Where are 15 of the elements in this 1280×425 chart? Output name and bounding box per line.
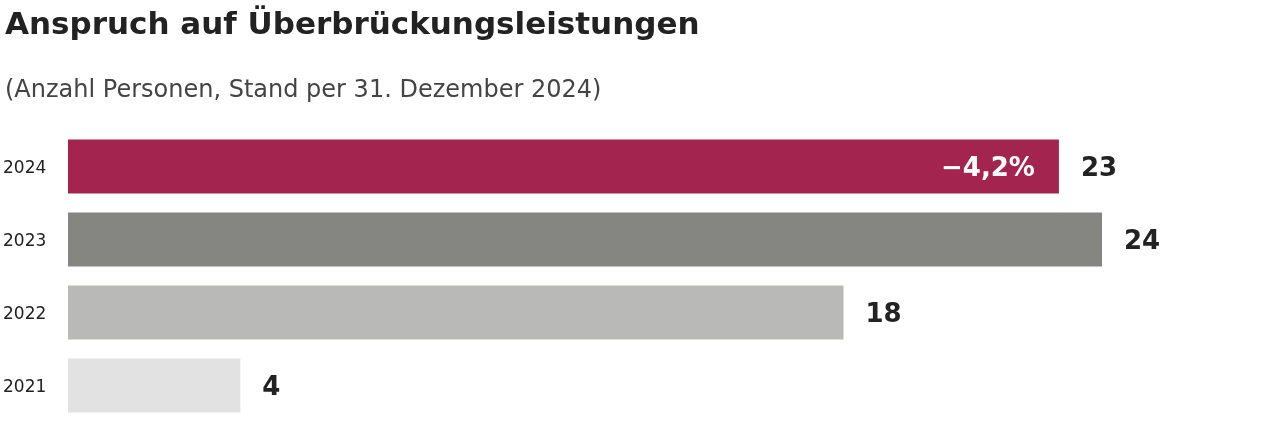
y-tick-label: 2021 bbox=[3, 375, 47, 396]
chart-subtitle: (Anzahl Personen, Stand per 31. Dezember 2024) bbox=[5, 75, 602, 103]
data-label: 23 bbox=[1080, 151, 1118, 182]
data-label: 4 bbox=[262, 370, 281, 401]
bar bbox=[68, 139, 1059, 194]
y-tick-label: 2024 bbox=[3, 156, 47, 177]
chart-title: Anspruch auf Überbrückungsleistungen bbox=[5, 4, 700, 41]
y-tick-label: 2022 bbox=[3, 302, 47, 323]
bar bbox=[68, 358, 241, 413]
annotation: −4,2% bbox=[941, 151, 1035, 182]
bar bbox=[68, 285, 844, 340]
data-label: 24 bbox=[1124, 224, 1161, 255]
bar bbox=[68, 212, 1102, 267]
y-tick-label: 2023 bbox=[3, 229, 47, 250]
data-label: 18 bbox=[865, 297, 902, 328]
